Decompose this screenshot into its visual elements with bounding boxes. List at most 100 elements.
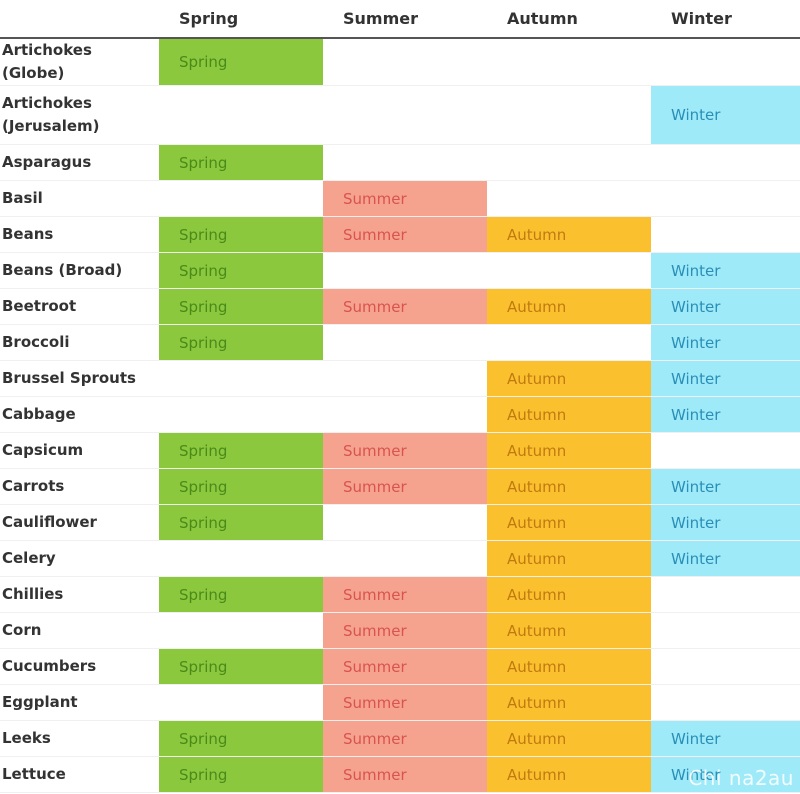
summer-cell: Summer <box>323 216 487 253</box>
autumn-cell: Autumn <box>487 648 651 685</box>
summer-cell: Summer <box>323 720 487 757</box>
vegetable-name: Cabbage <box>0 396 159 433</box>
table-row: Broccoli Spring Winter <box>0 324 800 361</box>
vegetable-name: Basil <box>0 180 159 217</box>
table-row: Carrots Spring Summer Autumn Winter <box>0 468 800 505</box>
spring-cell: Spring <box>159 324 323 361</box>
spring-cell <box>159 684 323 721</box>
table-row: Chillies Spring Summer Autumn <box>0 576 800 613</box>
table-row: Artichokes (Jerusalem) Winter <box>0 85 800 145</box>
summer-cell: Summer <box>323 612 487 649</box>
vegetable-name: Celery <box>0 540 159 577</box>
spring-cell <box>159 612 323 649</box>
summer-cell: Summer <box>323 648 487 685</box>
header-autumn: Autumn <box>487 0 651 39</box>
spring-cell: Spring <box>159 288 323 325</box>
header-spring: Spring <box>159 0 323 39</box>
summer-cell <box>323 360 487 397</box>
summer-cell: Summer <box>323 468 487 505</box>
vegetable-name: Brussel Sprouts <box>0 360 159 397</box>
table-row: Cabbage Autumn Winter <box>0 396 800 433</box>
vegetable-name: Cucumbers <box>0 648 159 685</box>
vegetable-name: Asparagus <box>0 144 159 181</box>
watermark: Chi na2au <box>688 766 794 790</box>
table-row: Beans (Broad) Spring Winter <box>0 252 800 289</box>
spring-cell <box>159 360 323 397</box>
spring-cell <box>159 396 323 433</box>
winter-cell <box>651 38 800 86</box>
vegetable-name: Eggplant <box>0 684 159 721</box>
summer-cell: Summer <box>323 756 487 793</box>
table-header: Spring Summer Autumn Winter <box>0 0 800 39</box>
autumn-cell: Autumn <box>487 756 651 793</box>
autumn-cell <box>487 38 651 86</box>
winter-cell <box>651 216 800 253</box>
winter-cell: Winter <box>651 288 800 325</box>
autumn-cell <box>487 85 651 145</box>
spring-cell: Spring <box>159 38 323 86</box>
spring-cell: Spring <box>159 756 323 793</box>
summer-cell: Summer <box>323 684 487 721</box>
winter-cell: Winter <box>651 720 800 757</box>
table-row: Cucumbers Spring Summer Autumn <box>0 648 800 685</box>
vegetable-name: Chillies <box>0 576 159 613</box>
autumn-cell: Autumn <box>487 612 651 649</box>
table-row: Cauliflower Spring Autumn Winter <box>0 504 800 541</box>
table-row: Beetroot Spring Summer Autumn Winter <box>0 288 800 325</box>
vegetable-name: Carrots <box>0 468 159 505</box>
spring-cell: Spring <box>159 648 323 685</box>
summer-cell: Summer <box>323 576 487 613</box>
spring-cell: Spring <box>159 144 323 181</box>
autumn-cell: Autumn <box>487 432 651 469</box>
winter-cell: Winter <box>651 360 800 397</box>
winter-cell: Winter <box>651 468 800 505</box>
winter-cell: Winter <box>651 396 800 433</box>
winter-cell <box>651 432 800 469</box>
summer-cell: Summer <box>323 432 487 469</box>
autumn-cell: Autumn <box>487 540 651 577</box>
table-row: Lettuce Spring Summer Autumn Winter <box>0 756 800 793</box>
summer-cell <box>323 252 487 289</box>
summer-cell <box>323 540 487 577</box>
vegetable-name: Artichokes (Globe) <box>0 38 159 86</box>
winter-cell <box>651 648 800 685</box>
table-row: Eggplant Summer Autumn <box>0 684 800 721</box>
spring-cell <box>159 540 323 577</box>
autumn-cell <box>487 144 651 181</box>
autumn-cell <box>487 180 651 217</box>
summer-cell <box>323 144 487 181</box>
autumn-cell: Autumn <box>487 720 651 757</box>
autumn-cell: Autumn <box>487 288 651 325</box>
spring-cell: Spring <box>159 468 323 505</box>
winter-cell <box>651 144 800 181</box>
autumn-cell <box>487 324 651 361</box>
spring-cell: Spring <box>159 576 323 613</box>
summer-cell <box>323 85 487 145</box>
header-winter: Winter <box>651 0 800 39</box>
winter-cell: Winter <box>651 324 800 361</box>
summer-cell <box>323 38 487 86</box>
header-vegetable <box>0 0 159 39</box>
autumn-cell: Autumn <box>487 360 651 397</box>
table-row: Asparagus Spring <box>0 144 800 181</box>
summer-cell: Summer <box>323 288 487 325</box>
autumn-cell: Autumn <box>487 504 651 541</box>
winter-cell: Winter <box>651 252 800 289</box>
table-body: Artichokes (Globe) Spring Artichokes (Jeru… <box>0 38 800 793</box>
summer-cell <box>323 396 487 433</box>
vegetable-name: Beetroot <box>0 288 159 325</box>
summer-cell <box>323 324 487 361</box>
vegetable-name: Beans (Broad) <box>0 252 159 289</box>
spring-cell: Spring <box>159 216 323 253</box>
spring-cell <box>159 85 323 145</box>
vegetable-name: Leeks <box>0 720 159 757</box>
autumn-cell: Autumn <box>487 396 651 433</box>
spring-cell: Spring <box>159 252 323 289</box>
summer-cell <box>323 504 487 541</box>
table-row: Celery Autumn Winter <box>0 540 800 577</box>
autumn-cell: Autumn <box>487 468 651 505</box>
spring-cell: Spring <box>159 720 323 757</box>
table-row: Beans Spring Summer Autumn <box>0 216 800 253</box>
vegetable-name: Artichokes (Jerusalem) <box>0 85 159 145</box>
